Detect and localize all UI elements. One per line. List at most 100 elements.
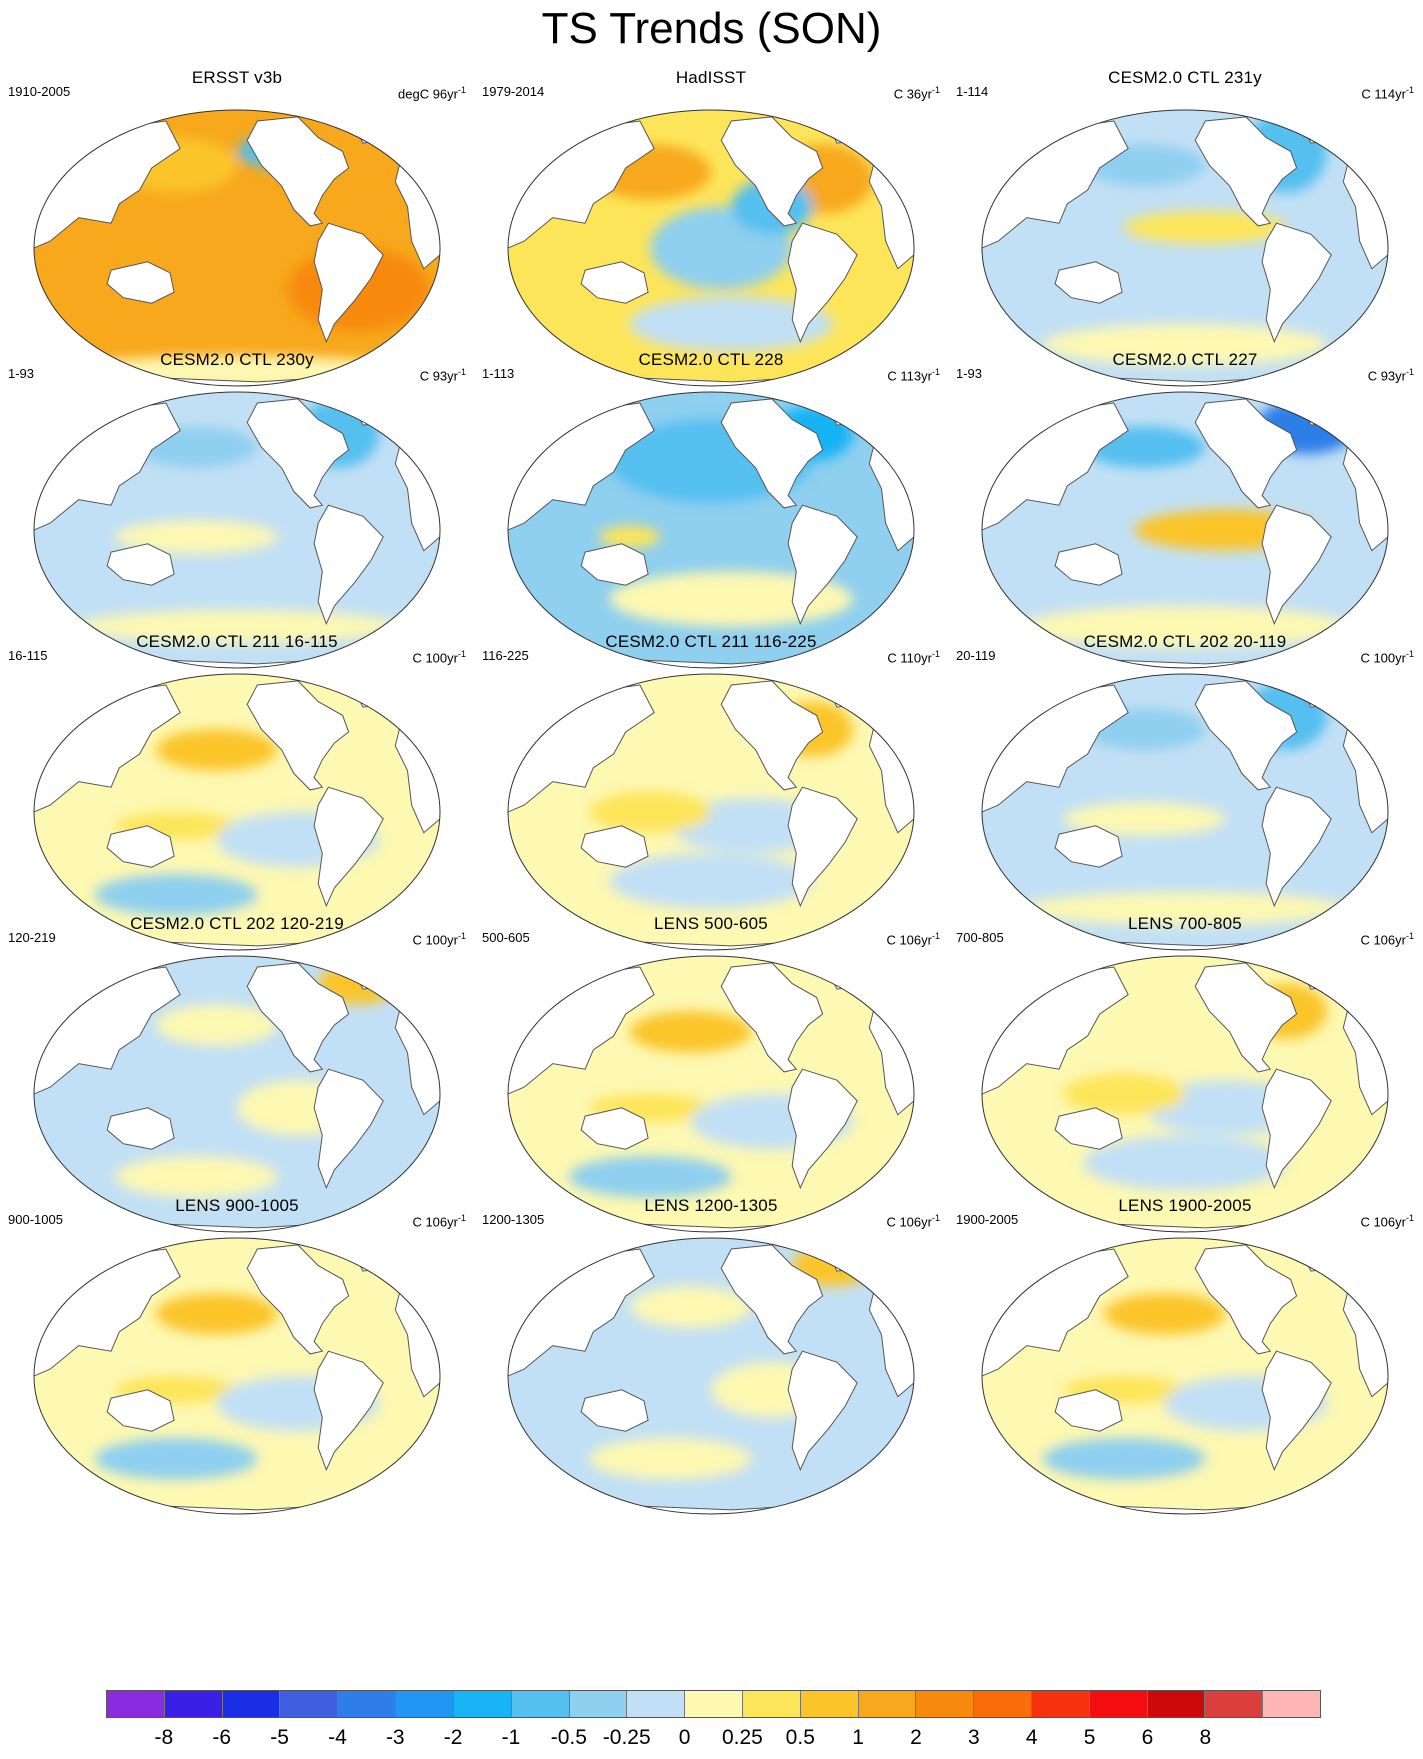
panel-unit-exponent: -1: [1405, 367, 1414, 377]
land-mass: [720, 398, 824, 509]
colorbar-swatch: [107, 1691, 165, 1717]
panel-unit: C 100yr-1: [412, 928, 466, 948]
panel-unit-exponent: -1: [931, 931, 940, 941]
colorbar-tick-label: -1: [501, 1726, 521, 1749]
colorbar-swatch: [858, 1691, 917, 1717]
panel-unit-text: C 100yr: [1360, 650, 1406, 666]
land-mass: [1194, 116, 1298, 227]
trend-anomaly-region: [1083, 1135, 1287, 1191]
panel-unit-text: C 93yr: [1367, 368, 1406, 384]
map-panel: ERSST v3b 1910-2005 degC 96yr-1: [0, 68, 474, 390]
panel-unit: degC 96yr-1: [398, 82, 466, 102]
land-mass: [246, 1244, 350, 1355]
colorbar-swatch: [1263, 1691, 1321, 1717]
world-map: [981, 1237, 1389, 1515]
colorbar-tick-label: 0: [678, 1726, 691, 1749]
world-map: [507, 673, 915, 951]
panel-title: CESM2.0 CTL 230y: [160, 350, 314, 369]
colorbar-swatch: [569, 1691, 628, 1717]
colorbar-tick-label: 0.25: [721, 1726, 763, 1749]
panel-unit: C 106yr-1: [886, 928, 940, 948]
map-border: [981, 955, 1389, 1233]
colorbar-tick-label: 4: [1025, 1726, 1038, 1749]
colorbar-tick-label: 3: [968, 1726, 980, 1749]
colorbar-swatch: [1032, 1691, 1090, 1717]
panel-title: CESM2.0 CTL 202 20-119: [1083, 632, 1287, 651]
land-mass: [1194, 962, 1298, 1073]
panel-unit: C 114yr-1: [1361, 82, 1414, 102]
panel-unit-exponent: -1: [931, 85, 940, 95]
map-border: [507, 109, 915, 387]
map-panel: HadISST 1979-2014 C 36yr-1: [474, 68, 948, 390]
panel-year-range: 16-115: [8, 648, 48, 663]
map-panel: LENS 1900-2005 1900-2005 C 106yr-1: [948, 1196, 1422, 1518]
map-border: [507, 391, 915, 669]
sst-trend-field: [508, 110, 914, 386]
land-mass: [1261, 1068, 1332, 1190]
panel-title: CESM2.0 CTL 202 120-219: [130, 914, 344, 933]
map-panel: CESM2.0 CTL 227 1-93 C 93yr-1: [948, 350, 1422, 672]
map-border: [507, 1237, 915, 1515]
colorbar-swatch: [396, 1691, 454, 1717]
map-border: [33, 1237, 441, 1515]
panel-unit-exponent: -1: [457, 1213, 466, 1223]
land-mass: [246, 116, 350, 227]
map-border: [33, 673, 441, 951]
colorbar-tick-label: -5: [270, 1726, 289, 1749]
trend-anomaly-region: [155, 1293, 278, 1335]
panel-unit-text: C 106yr: [886, 932, 932, 948]
panel-unit: C 93yr-1: [420, 364, 466, 384]
land-mass: [580, 1107, 649, 1150]
colorbar-tick-label: -4: [328, 1726, 347, 1749]
land-mass: [313, 1068, 384, 1190]
map-border: [33, 109, 441, 387]
map-border: [981, 109, 1389, 387]
map-panel: LENS 700-805 700-805 C 106yr-1: [948, 914, 1422, 1236]
sst-trend-field: [34, 392, 440, 668]
colorbar-tick-label: 6: [1141, 1726, 1154, 1749]
world-map: [981, 955, 1389, 1233]
map-panel: CESM2.0 CTL 211 16-115 16-115 C 100yr-1: [0, 632, 474, 954]
panel-year-range: 120-219: [8, 930, 56, 945]
land-mass: [1054, 261, 1123, 304]
sst-trend-field: [508, 1238, 914, 1514]
world-map: [507, 109, 915, 387]
colorbar-labels: -8 -6 -5 -4 -3 -2 -1 -0.5 -0.25 0 0.25 0.5 1 2 3 4 5 6 8: [106, 1726, 1321, 1754]
panel-unit-text: C 100yr: [412, 650, 458, 666]
panel-unit-text: C 114yr: [1361, 86, 1406, 102]
panel-unit: C 100yr-1: [412, 646, 466, 666]
land-mass: [720, 962, 824, 1073]
land-mass: [313, 1350, 384, 1472]
panel-unit-exponent: -1: [931, 1213, 940, 1223]
trend-anomaly-region: [1042, 323, 1328, 366]
panel-year-range: 1900-2005: [956, 1212, 1019, 1227]
map-panel: LENS 900-1005 900-1005 C 106yr-1: [0, 1196, 474, 1518]
world-map: [33, 1237, 441, 1515]
colorbar-tick-label: -0.25: [602, 1726, 651, 1749]
trend-anomaly-region: [1103, 1293, 1226, 1335]
trend-anomaly-region: [609, 853, 813, 909]
trend-anomaly-region: [1124, 210, 1287, 244]
map-panel: CESM2.0 CTL 202 20-119 20-119 C 100yr-1: [948, 632, 1422, 954]
colorbar-tick-label: -3: [385, 1726, 405, 1749]
map-border: [981, 673, 1389, 951]
sst-trend-field: [34, 1238, 440, 1514]
land-mass: [1261, 1350, 1332, 1472]
world-map: [33, 109, 441, 387]
trend-anomaly-region: [155, 1004, 278, 1046]
sst-trend-field: [982, 956, 1388, 1232]
colorbar-tick-label: 2: [910, 1726, 922, 1749]
panel-unit-text: C 106yr: [886, 1214, 932, 1230]
panel-title: CESM2.0 CTL 231y: [1108, 68, 1262, 87]
figure-title: TS Trends (SON): [541, 4, 882, 53]
panel-year-range: 1-113: [482, 366, 515, 381]
panel-unit: C 110yr-1: [887, 646, 940, 666]
sst-trend-field: [34, 674, 440, 950]
trend-anomaly-region: [629, 1286, 752, 1328]
colorbar-tick-label: 8: [1199, 1726, 1212, 1749]
colorbar-swatch: [164, 1691, 223, 1717]
trend-anomaly-region: [629, 296, 833, 352]
land-mass: [1194, 680, 1298, 791]
land-mass: [106, 543, 175, 586]
colorbar-swatch: [1147, 1691, 1206, 1717]
